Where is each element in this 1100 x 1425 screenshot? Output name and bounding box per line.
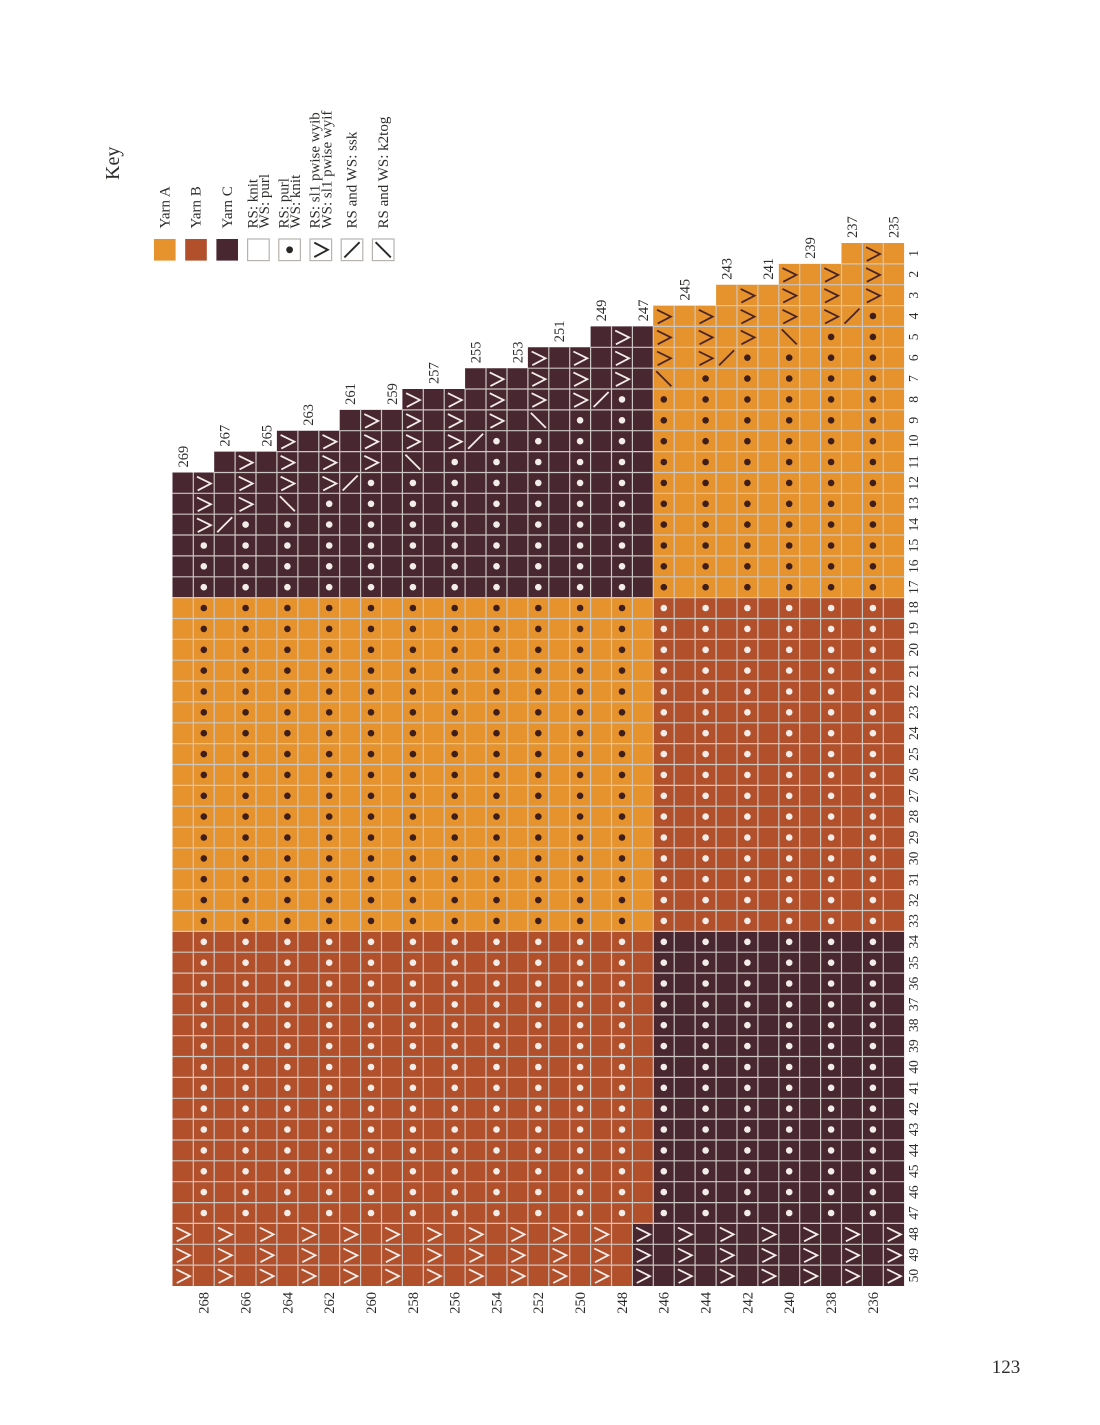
svg-text:44: 44 [906, 1143, 921, 1157]
svg-text:27: 27 [906, 789, 921, 803]
svg-text:248: 248 [615, 1292, 631, 1314]
svg-text:245: 245 [678, 279, 694, 301]
svg-text:268: 268 [197, 1292, 213, 1314]
svg-text:47: 47 [906, 1206, 921, 1220]
svg-text:19: 19 [906, 622, 921, 636]
svg-text:Yarn C: Yarn C [220, 186, 236, 228]
svg-text:1: 1 [906, 250, 921, 257]
svg-text:256: 256 [448, 1292, 464, 1314]
svg-text:34: 34 [906, 935, 921, 949]
svg-text:259: 259 [385, 383, 401, 405]
svg-text:262: 262 [322, 1292, 338, 1314]
svg-text:17: 17 [906, 580, 921, 594]
svg-text:RS: sl1 pwise wyib: RS: sl1 pwise wyib [308, 112, 324, 228]
svg-text:269: 269 [176, 446, 192, 468]
svg-text:33: 33 [906, 914, 921, 928]
svg-text:31: 31 [906, 872, 921, 886]
svg-text:10: 10 [906, 434, 921, 448]
svg-text:7: 7 [906, 375, 921, 382]
svg-text:26: 26 [906, 768, 921, 782]
svg-text:24: 24 [906, 726, 921, 740]
svg-text:6: 6 [906, 354, 921, 361]
svg-text:39: 39 [906, 1039, 921, 1053]
svg-text:42: 42 [906, 1102, 921, 1116]
svg-text:29: 29 [906, 831, 921, 845]
svg-text:46: 46 [906, 1185, 921, 1199]
svg-text:36: 36 [906, 977, 921, 991]
svg-text:267: 267 [218, 425, 234, 447]
svg-text:13: 13 [906, 497, 921, 511]
svg-text:3: 3 [906, 292, 921, 299]
svg-text:258: 258 [406, 1292, 422, 1314]
svg-text:250: 250 [573, 1292, 589, 1314]
svg-text:246: 246 [657, 1292, 673, 1314]
svg-text:242: 242 [740, 1292, 756, 1314]
svg-text:21: 21 [906, 664, 921, 678]
svg-text:4: 4 [906, 312, 921, 319]
svg-text:249: 249 [594, 300, 610, 322]
svg-text:18: 18 [906, 601, 921, 615]
svg-text:22: 22 [906, 685, 921, 699]
svg-text:15: 15 [906, 539, 921, 553]
svg-text:254: 254 [489, 1291, 505, 1314]
svg-text:37: 37 [906, 997, 921, 1011]
svg-text:41: 41 [906, 1081, 921, 1095]
svg-text:RS and WS: ssk: RS and WS: ssk [345, 131, 361, 228]
svg-text:238: 238 [824, 1292, 840, 1314]
svg-text:43: 43 [906, 1123, 921, 1137]
svg-text:Yarn B: Yarn B [189, 186, 205, 228]
svg-text:49: 49 [906, 1248, 921, 1262]
svg-text:16: 16 [906, 559, 921, 573]
svg-text:20: 20 [906, 643, 921, 657]
svg-text:257: 257 [427, 362, 443, 384]
svg-text:9: 9 [906, 417, 921, 424]
svg-text:255: 255 [469, 341, 485, 363]
svg-text:28: 28 [906, 810, 921, 824]
svg-text:35: 35 [906, 956, 921, 970]
svg-text:243: 243 [719, 258, 735, 280]
svg-text:5: 5 [906, 333, 921, 340]
svg-text:235: 235 [887, 216, 903, 238]
svg-text:8: 8 [906, 396, 921, 403]
svg-text:251: 251 [552, 321, 568, 343]
svg-text:244: 244 [699, 1291, 715, 1314]
svg-text:253: 253 [510, 341, 526, 363]
svg-text:25: 25 [906, 747, 921, 761]
svg-text:RS and WS: k2tog: RS and WS: k2tog [376, 116, 392, 228]
svg-text:WS: purl: WS: purl [257, 174, 273, 229]
svg-text:265: 265 [259, 425, 275, 447]
svg-text:239: 239 [803, 237, 819, 259]
svg-text:252: 252 [531, 1292, 547, 1314]
svg-text:240: 240 [782, 1292, 798, 1314]
svg-text:12: 12 [906, 476, 921, 490]
svg-text:263: 263 [301, 404, 317, 426]
svg-text:261: 261 [343, 383, 359, 405]
svg-text:23: 23 [906, 705, 921, 719]
svg-text:264: 264 [280, 1291, 296, 1314]
svg-text:RS: purl: RS: purl [277, 178, 293, 228]
svg-text:247: 247 [636, 300, 652, 322]
svg-text:32: 32 [906, 893, 921, 907]
svg-text:2: 2 [906, 271, 921, 278]
svg-text:40: 40 [906, 1060, 921, 1074]
svg-text:50: 50 [906, 1269, 921, 1283]
svg-text:266: 266 [239, 1292, 255, 1314]
svg-text:38: 38 [906, 1018, 921, 1032]
svg-text:Key: Key [102, 147, 124, 180]
svg-text:11: 11 [906, 456, 921, 469]
svg-text:RS: knit: RS: knit [245, 178, 261, 228]
svg-text:Yarn A: Yarn A [158, 186, 174, 228]
svg-text:241: 241 [761, 258, 777, 280]
svg-text:14: 14 [906, 518, 921, 532]
svg-text:WS: knit: WS: knit [288, 174, 304, 229]
svg-text:237: 237 [845, 216, 861, 238]
svg-text:45: 45 [906, 1164, 921, 1178]
svg-text:123: 123 [992, 1357, 1021, 1378]
svg-text:48: 48 [906, 1227, 921, 1241]
svg-text:30: 30 [906, 851, 921, 865]
svg-text:WS: sl1 pwise wyif: WS: sl1 pwise wyif [319, 111, 335, 229]
svg-text:260: 260 [364, 1292, 380, 1314]
svg-text:236: 236 [866, 1292, 882, 1314]
